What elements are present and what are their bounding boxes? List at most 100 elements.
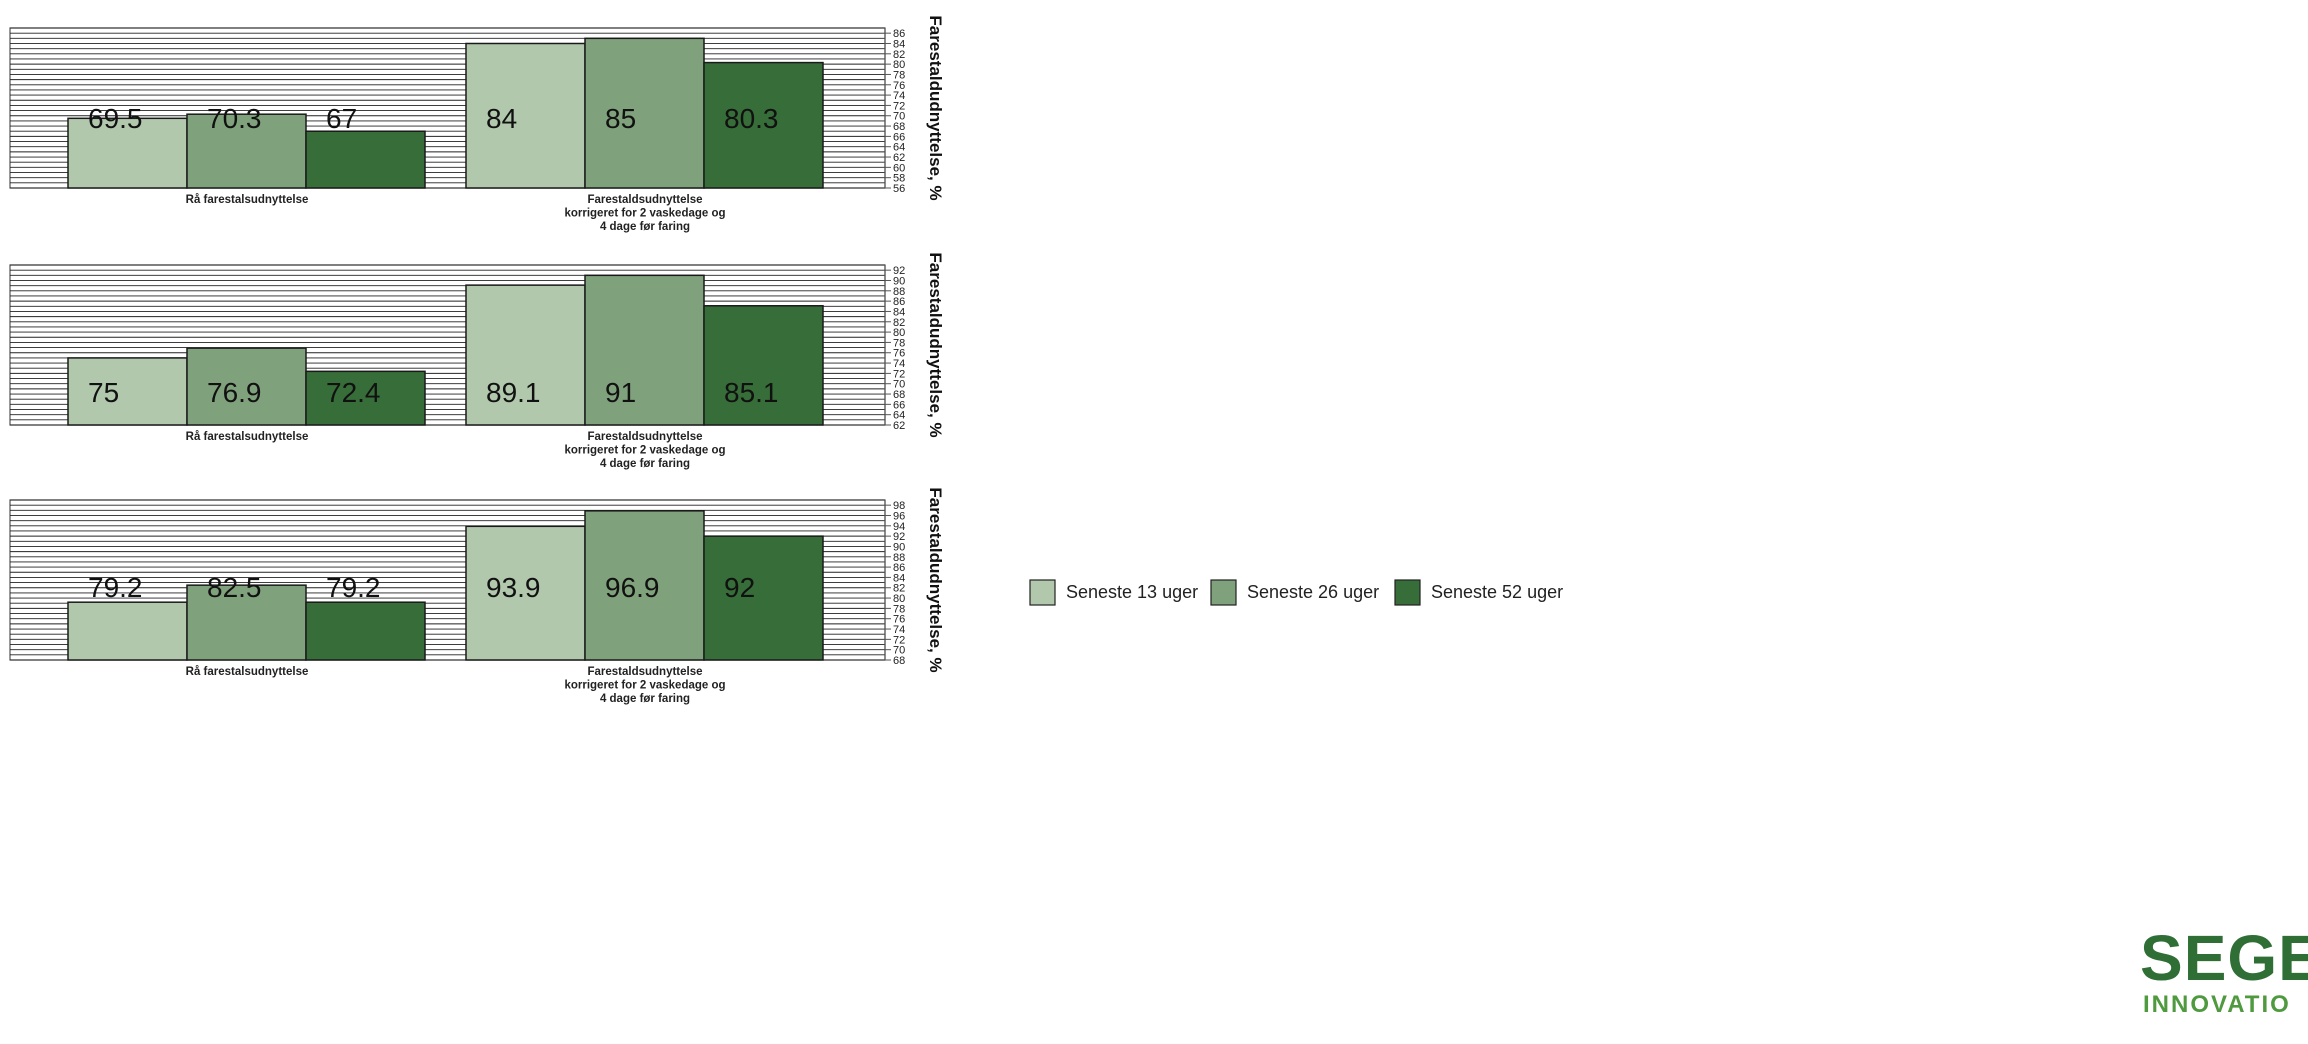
bar (305, 130, 426, 189)
y-tick-label: 84 (893, 306, 905, 318)
y-tick-label: 80 (893, 59, 905, 71)
y-tick-label: 88 (893, 286, 905, 298)
category-label-line: Rå farestalsudnyttelse (186, 194, 309, 206)
y-tick-label: 92 (893, 265, 905, 277)
y-tick-label: 94 (893, 521, 905, 533)
y-axis-title: Farestaldudnyttelse, % (926, 15, 945, 200)
y-tick-label: 58 (893, 173, 905, 185)
y-tick-label: 70 (893, 645, 905, 657)
category-label-line: Farestaldsudnyttelse (587, 666, 702, 678)
data-label: 85.1 (724, 377, 779, 408)
data-label: 82.5 (207, 572, 262, 603)
category-label-line: Farestaldsudnyttelse (587, 194, 702, 206)
y-tick-label: 70 (893, 111, 905, 123)
bar (703, 61, 824, 189)
category-label: Farestaldsudnyttelse korrigeret for 2 vas… (564, 194, 725, 233)
y-tick-label: 78 (893, 603, 905, 615)
bar (186, 347, 307, 426)
legend-swatch (1210, 579, 1237, 606)
y-axis-title: Farestaldudnyttelse, % (926, 252, 945, 437)
chart-panel-1: 69.5 84 70.3 85 67 80.3 5658606264666870727476… (9, 15, 945, 233)
y-tick-label: 86 (893, 562, 905, 574)
y-tick-label: 68 (893, 121, 905, 133)
category-label-line: Rå farestalsudnyttelse (186, 431, 309, 443)
bar (584, 37, 705, 189)
y-tick-label: 68 (893, 389, 905, 401)
bar (584, 274, 705, 426)
data-label: 67 (326, 103, 357, 134)
data-label: 85 (605, 103, 636, 134)
data-label: 91 (605, 377, 636, 408)
y-tick-label: 98 (893, 500, 905, 512)
y-tick-label: 74 (893, 90, 905, 102)
brand-logo: SEGES (2140, 922, 2308, 994)
y-tick-label: 90 (893, 541, 905, 553)
y-tick-label: 92 (893, 531, 905, 543)
data-label: 96.9 (605, 572, 660, 603)
category-label-line: 4 dage før faring (600, 458, 690, 470)
y-tick-label: 86 (893, 28, 905, 40)
category-label-line: 4 dage før faring (600, 221, 690, 233)
data-label: 79.2 (326, 572, 381, 603)
legend-swatch (1029, 579, 1056, 606)
y-tick-label: 76 (893, 348, 905, 360)
bar (186, 113, 307, 189)
category-label: Rå farestalsudnyttelse (186, 666, 309, 678)
category-label-line: korrigeret for 2 vaskedage og (564, 445, 725, 457)
y-tick-label: 72 (893, 100, 905, 112)
y-tick-label: 78 (893, 337, 905, 349)
legend-label: Seneste 52 uger (1431, 582, 1563, 602)
data-label: 93.9 (486, 572, 541, 603)
category-label-line: korrigeret for 2 vaskedage og (564, 680, 725, 692)
y-tick-label: 76 (893, 614, 905, 626)
data-label: 89.1 (486, 377, 541, 408)
y-tick-label: 80 (893, 593, 905, 605)
y-tick-label: 66 (893, 399, 905, 411)
y-tick-label: 56 (893, 183, 905, 195)
data-label: 75 (88, 377, 119, 408)
bar (67, 357, 188, 426)
y-tick-label: 66 (893, 131, 905, 143)
legend: Seneste 13 uger Seneste 26 uger Seneste 52… (1029, 579, 1563, 606)
y-tick-label: 68 (893, 655, 905, 667)
category-label: Farestaldsudnyttelse korrigeret for 2 vas… (564, 431, 725, 470)
y-tick-label: 62 (893, 420, 905, 432)
bar (186, 584, 307, 661)
y-tick-label: 82 (893, 49, 905, 61)
y-tick-label: 82 (893, 583, 905, 595)
legend-label: Seneste 13 uger (1066, 582, 1198, 602)
y-tick-label: 80 (893, 327, 905, 339)
data-label: 69.5 (88, 103, 143, 134)
category-label: Rå farestalsudnyttelse (186, 431, 309, 443)
bar (305, 370, 426, 426)
y-tick-label: 74 (893, 624, 905, 636)
brand-logo-sub: INNOVATIO (2143, 991, 2291, 1018)
y-tick-label: 86 (893, 296, 905, 308)
bar (67, 601, 188, 661)
data-label: 79.2 (88, 572, 143, 603)
y-tick-label: 64 (893, 410, 905, 422)
y-tick-label: 84 (893, 38, 905, 50)
y-tick-label: 72 (893, 634, 905, 646)
y-tick-label: 60 (893, 162, 905, 174)
y-tick-label: 64 (893, 142, 905, 154)
category-label-line: Rå farestalsudnyttelse (186, 666, 309, 678)
category-label: Farestaldsudnyttelse korrigeret for 2 vas… (564, 666, 725, 705)
y-axis-title: Farestaldudnyttelse, % (926, 487, 945, 672)
bar (465, 284, 586, 426)
chart-panel-2: 75 89.1 76.9 91 72.4 85.1 62646668707274767880… (9, 252, 945, 470)
bar (67, 117, 188, 189)
data-label: 70.3 (207, 103, 262, 134)
bar (584, 510, 705, 661)
y-tick-label: 70 (893, 379, 905, 391)
data-label: 76.9 (207, 377, 262, 408)
y-tick-label: 72 (893, 368, 905, 380)
category-label-line: 4 dage før faring (600, 693, 690, 705)
y-tick-label: 88 (893, 552, 905, 564)
category-label-line: korrigeret for 2 vaskedage og (564, 208, 725, 220)
data-label: 84 (486, 103, 517, 134)
